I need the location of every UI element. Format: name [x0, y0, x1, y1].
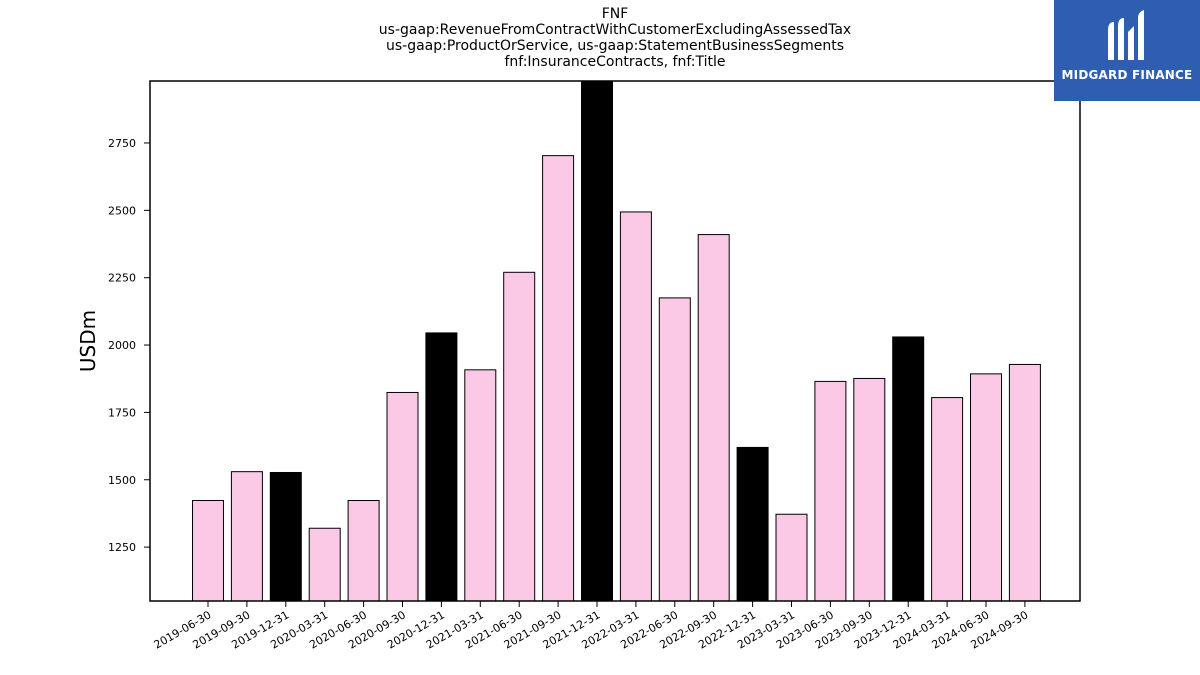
bar-2022-09-30 [697, 234, 730, 602]
bar-2020-09-30 [386, 391, 419, 602]
y-tick-label-1250: 1250 [108, 541, 136, 554]
bar-2024-06-30 [970, 373, 1002, 602]
bar-2021-12-31 [581, 80, 613, 602]
y-axis-label: USDm [76, 310, 100, 372]
y-tick-label-2500: 2500 [108, 204, 136, 217]
bar-2019-12-31 [269, 471, 302, 602]
plot-frame [149, 80, 1081, 602]
y-tick-label-1500: 1500 [108, 474, 136, 487]
bar-2019-09-30 [230, 471, 263, 602]
midgard-finance-logo: MIDGARD FINANCE [1054, 0, 1200, 101]
bar-2023-03-31 [775, 513, 808, 602]
bar-2024-03-31 [931, 397, 964, 602]
chart-title: FNF us-gaap:RevenueFromContractWithCusto… [150, 6, 1080, 70]
bar-2020-12-31 [425, 332, 458, 602]
bar-2023-06-30 [814, 380, 847, 602]
bar-2022-06-30 [658, 297, 691, 602]
y-tick-label-1750: 1750 [108, 406, 136, 419]
bar-2020-06-30 [347, 500, 380, 602]
title-line-3: us-gaap:ProductOrService, us-gaap:Statem… [385, 38, 844, 54]
title-line-2: us-gaap:RevenueFromContractWithCustomerE… [378, 22, 852, 38]
title-line-1: FNF [601, 6, 629, 22]
bar-2023-09-30 [853, 377, 886, 602]
bar-2022-12-31 [736, 446, 769, 602]
logo-text: MIDGARD FINANCE [1061, 68, 1193, 82]
bar-2021-06-30 [503, 271, 536, 602]
bar-2024-09-30 [1008, 363, 1041, 602]
bar-2021-03-31 [464, 369, 497, 602]
bar-2021-09-30 [542, 155, 575, 602]
midgard-logo-icon [1108, 10, 1144, 60]
bar-2020-03-31 [308, 527, 341, 602]
bar-2023-12-31 [892, 336, 925, 602]
y-tick-label-2000: 2000 [108, 339, 136, 352]
y-tick-label-2250: 2250 [108, 272, 136, 285]
bar-2022-03-31 [619, 211, 652, 602]
bar-2019-06-30 [192, 500, 224, 602]
y-tick-label-2750: 2750 [108, 137, 136, 150]
title-line-4: fnf:InsuranceContracts, fnf:Title [504, 54, 726, 70]
